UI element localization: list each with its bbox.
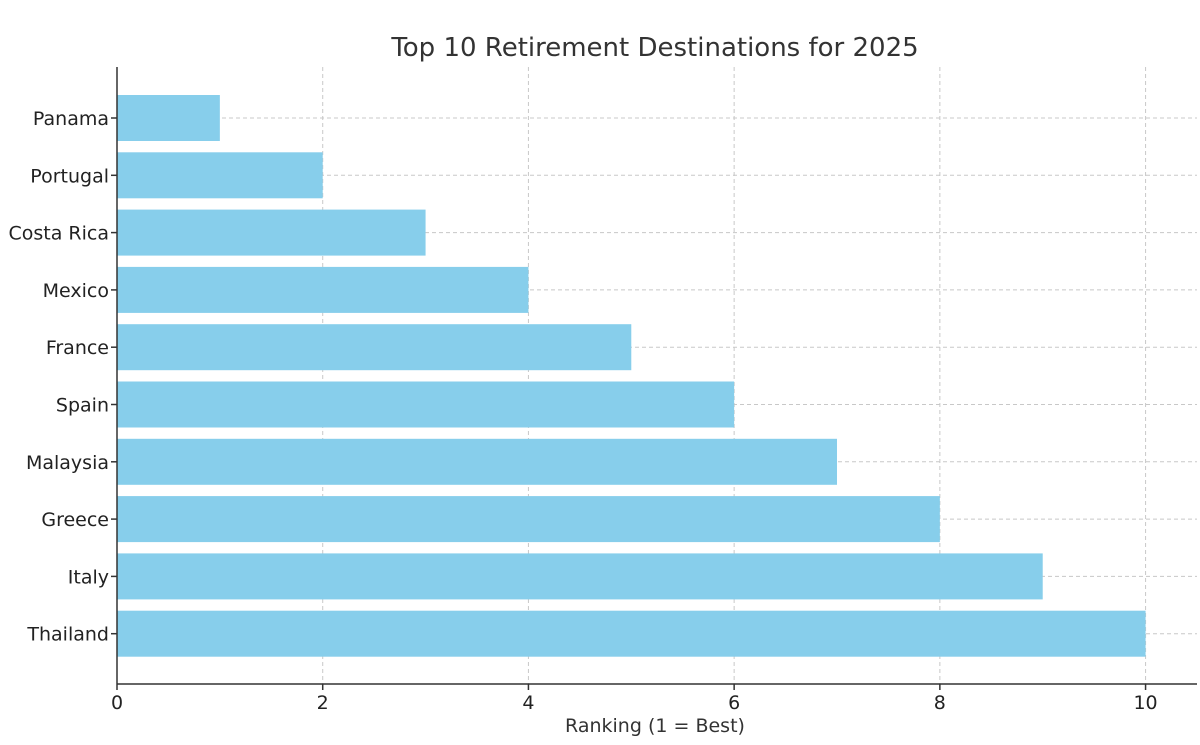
bar [117, 95, 220, 141]
x-tick-label: 8 [934, 692, 946, 714]
y-tick-label: Spain [56, 395, 109, 417]
x-tick-label: 6 [728, 692, 740, 714]
bar [117, 209, 426, 256]
y-tick-label: Portugal [30, 165, 109, 187]
bar [117, 152, 323, 199]
y-tick-label: France [46, 337, 109, 359]
bar [117, 610, 1146, 657]
x-tick-label: 0 [111, 692, 123, 714]
bar [117, 324, 632, 371]
y-tick-label: Costa Rica [9, 223, 110, 245]
x-ticks: 0 2 4 6 8 10 [111, 684, 1158, 714]
bar [117, 266, 529, 313]
axes [116, 67, 1197, 685]
y-tick-label: Italy [68, 566, 109, 588]
bars [117, 95, 1146, 657]
bar [117, 496, 940, 543]
bar [117, 553, 1043, 600]
x-tick-label: 4 [522, 692, 534, 714]
y-tick-label: Greece [41, 509, 109, 531]
y-ticks: Panama Portugal Costa Rica Mexico France Spai… [9, 108, 117, 646]
y-tick-label: Panama [33, 108, 109, 130]
bar [117, 438, 837, 485]
y-tick-label: Thailand [26, 624, 109, 646]
x-tick-label: 10 [1133, 692, 1157, 714]
y-tick-label: Mexico [43, 280, 109, 302]
y-tick-label: Malaysia [26, 452, 109, 474]
chart-title: Top 10 Retirement Destinations for 2025 [390, 33, 918, 63]
x-tick-label: 2 [317, 692, 329, 714]
bar [117, 381, 735, 428]
x-axis-label: Ranking (1 = Best) [565, 715, 745, 737]
